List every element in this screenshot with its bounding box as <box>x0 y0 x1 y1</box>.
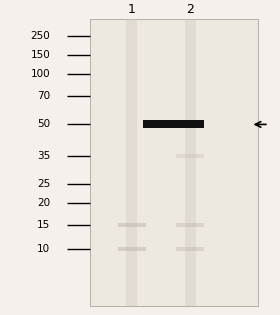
Text: 10: 10 <box>37 244 50 254</box>
Bar <box>126 19 137 306</box>
Text: 15: 15 <box>37 220 50 230</box>
Text: 70: 70 <box>37 91 50 101</box>
Bar <box>118 247 146 251</box>
Text: 2: 2 <box>186 3 194 16</box>
Bar <box>176 154 204 158</box>
Bar <box>90 19 258 306</box>
Text: 100: 100 <box>31 69 50 79</box>
Bar <box>185 19 196 306</box>
Text: 35: 35 <box>37 151 50 161</box>
Bar <box>143 120 204 129</box>
Text: 1: 1 <box>128 3 136 16</box>
Text: 20: 20 <box>37 198 50 208</box>
Text: 50: 50 <box>37 119 50 129</box>
Bar <box>118 223 146 227</box>
Text: 150: 150 <box>31 50 50 60</box>
Text: 250: 250 <box>31 31 50 41</box>
Text: 25: 25 <box>37 179 50 189</box>
Bar <box>176 223 204 227</box>
Bar <box>176 247 204 251</box>
